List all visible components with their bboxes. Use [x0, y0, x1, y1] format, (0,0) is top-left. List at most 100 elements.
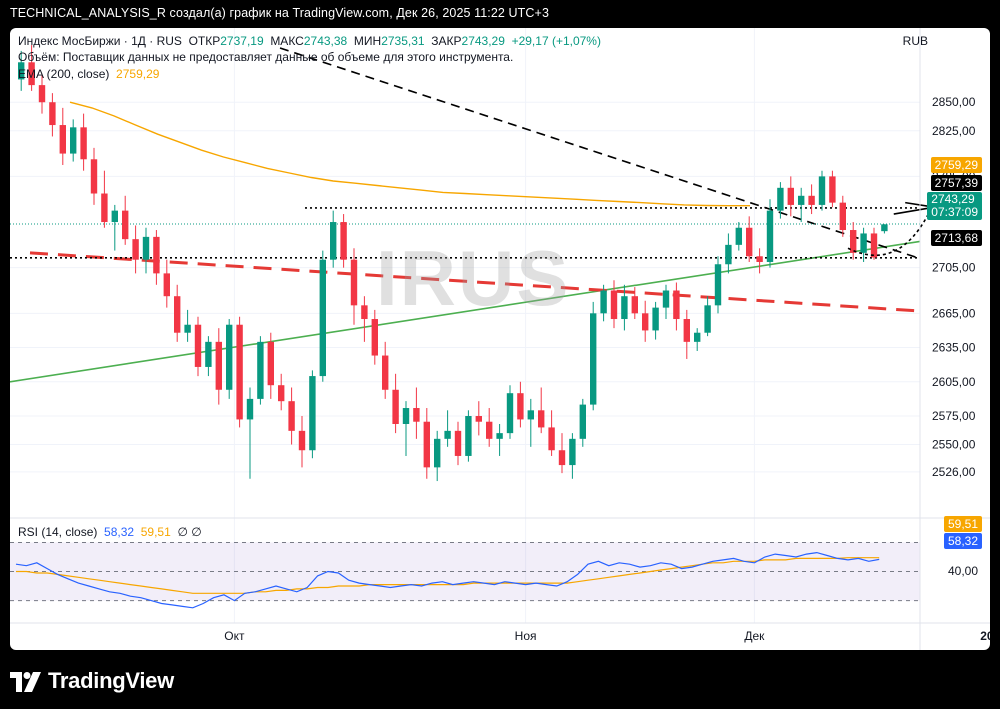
candle — [101, 170, 108, 228]
candle — [340, 214, 347, 268]
candle-body — [714, 264, 722, 306]
high-label: МАКС — [270, 34, 304, 48]
candle — [621, 284, 628, 331]
candle — [548, 410, 555, 456]
candle-body — [340, 222, 347, 260]
candle — [652, 301, 659, 340]
candle-body — [59, 125, 66, 154]
candle — [673, 282, 680, 331]
candle — [288, 387, 295, 445]
y-tick-label: 2526,00 — [932, 465, 976, 479]
candle-body — [194, 324, 202, 367]
candle-body — [236, 324, 243, 420]
candle-body — [610, 290, 618, 320]
x-tick-label: 2026 — [980, 629, 990, 643]
candle — [850, 222, 857, 260]
currency-label[interactable]: RUB — [902, 34, 928, 48]
candle — [714, 256, 722, 314]
red-trend-line — [29, 251, 921, 313]
candle — [829, 170, 836, 208]
candle — [839, 195, 846, 237]
candle-body — [766, 210, 774, 262]
candle — [205, 336, 212, 377]
rsi-value: 58,32 — [104, 525, 135, 539]
candle — [163, 259, 170, 308]
candle — [18, 50, 25, 91]
candle — [642, 300, 649, 342]
candle — [808, 184, 815, 215]
candle-body — [298, 430, 306, 451]
tradingview-logo[interactable]: TradingView — [10, 668, 174, 694]
candle — [257, 336, 264, 405]
candle-body — [361, 305, 368, 320]
candle — [142, 227, 150, 274]
projection-arrow — [847, 207, 932, 257]
candle-body — [371, 319, 378, 356]
chart-canvas[interactable]: 2850,002825,002785,002705,002665,002635,… — [10, 28, 990, 650]
candle-body — [798, 195, 805, 205]
candle-body — [662, 290, 670, 308]
candle — [746, 216, 753, 262]
volume-note: Объём: Поставщик данных не предоставляет… — [18, 50, 514, 64]
y-tick-label: 2635,00 — [932, 341, 976, 355]
candle — [278, 373, 285, 411]
candle — [319, 250, 326, 382]
candle-body — [465, 416, 472, 456]
candle-body — [569, 438, 576, 466]
candle — [517, 381, 524, 428]
rsi-extra-icons: ∅ ∅ — [177, 525, 202, 539]
candle-body — [475, 416, 482, 422]
candle — [538, 387, 545, 434]
candle — [766, 199, 774, 268]
candle-body — [413, 408, 420, 422]
time-axis: Окт Ноя Дек 2026 — [224, 629, 990, 643]
candle — [860, 227, 867, 262]
candle — [496, 424, 503, 456]
candle — [662, 284, 670, 320]
candle-body — [70, 127, 77, 154]
candle-body — [184, 324, 191, 333]
candle — [423, 408, 430, 479]
candle-body — [496, 433, 503, 439]
candle-body — [527, 410, 534, 420]
candle — [465, 410, 472, 462]
candle — [298, 416, 306, 468]
close-value: 2743,29 — [461, 34, 505, 48]
candle-body — [153, 236, 160, 274]
downtrend-line — [279, 47, 921, 260]
chart-panel[interactable]: 2850,002825,002785,002705,002665,002635,… — [10, 28, 990, 650]
candle — [80, 113, 87, 171]
candle — [870, 227, 878, 260]
candle — [704, 296, 711, 337]
candle — [434, 430, 441, 482]
open-value: 2737,19 — [220, 34, 264, 48]
candle — [610, 280, 618, 329]
candle-body — [142, 236, 150, 260]
candle — [798, 187, 805, 223]
candle — [371, 309, 378, 365]
candle-body — [309, 376, 316, 451]
legend-ema[interactable]: EMA (200, close) 2759,29 — [18, 67, 159, 81]
candle-body — [18, 62, 25, 80]
candle — [38, 73, 46, 114]
candle-body — [28, 62, 35, 86]
candle — [184, 309, 191, 342]
candle — [122, 195, 129, 245]
last-price-label: 2743,29 07:37:09 — [927, 192, 982, 220]
y-tick-label: 2550,00 — [932, 438, 976, 452]
candle — [579, 398, 586, 447]
candle-body — [278, 385, 285, 402]
candle — [527, 398, 534, 447]
logo-text: TradingView — [48, 668, 174, 693]
symbol-label[interactable]: Индекс МосБиржи · 1Д · RUS — [18, 34, 182, 48]
candle-body — [80, 127, 87, 160]
candle-body — [673, 290, 680, 320]
x-tick-label: Окт — [224, 629, 245, 643]
rsi-legend[interactable]: RSI (14, close) 58,32 59,51 ∅ ∅ — [18, 525, 202, 539]
candle — [174, 284, 181, 342]
candle-body — [829, 176, 836, 203]
rsi-ma-value: 59,51 — [140, 525, 171, 539]
rsi-pane — [10, 541, 920, 609]
candle — [28, 45, 35, 91]
candle-body — [267, 341, 274, 386]
